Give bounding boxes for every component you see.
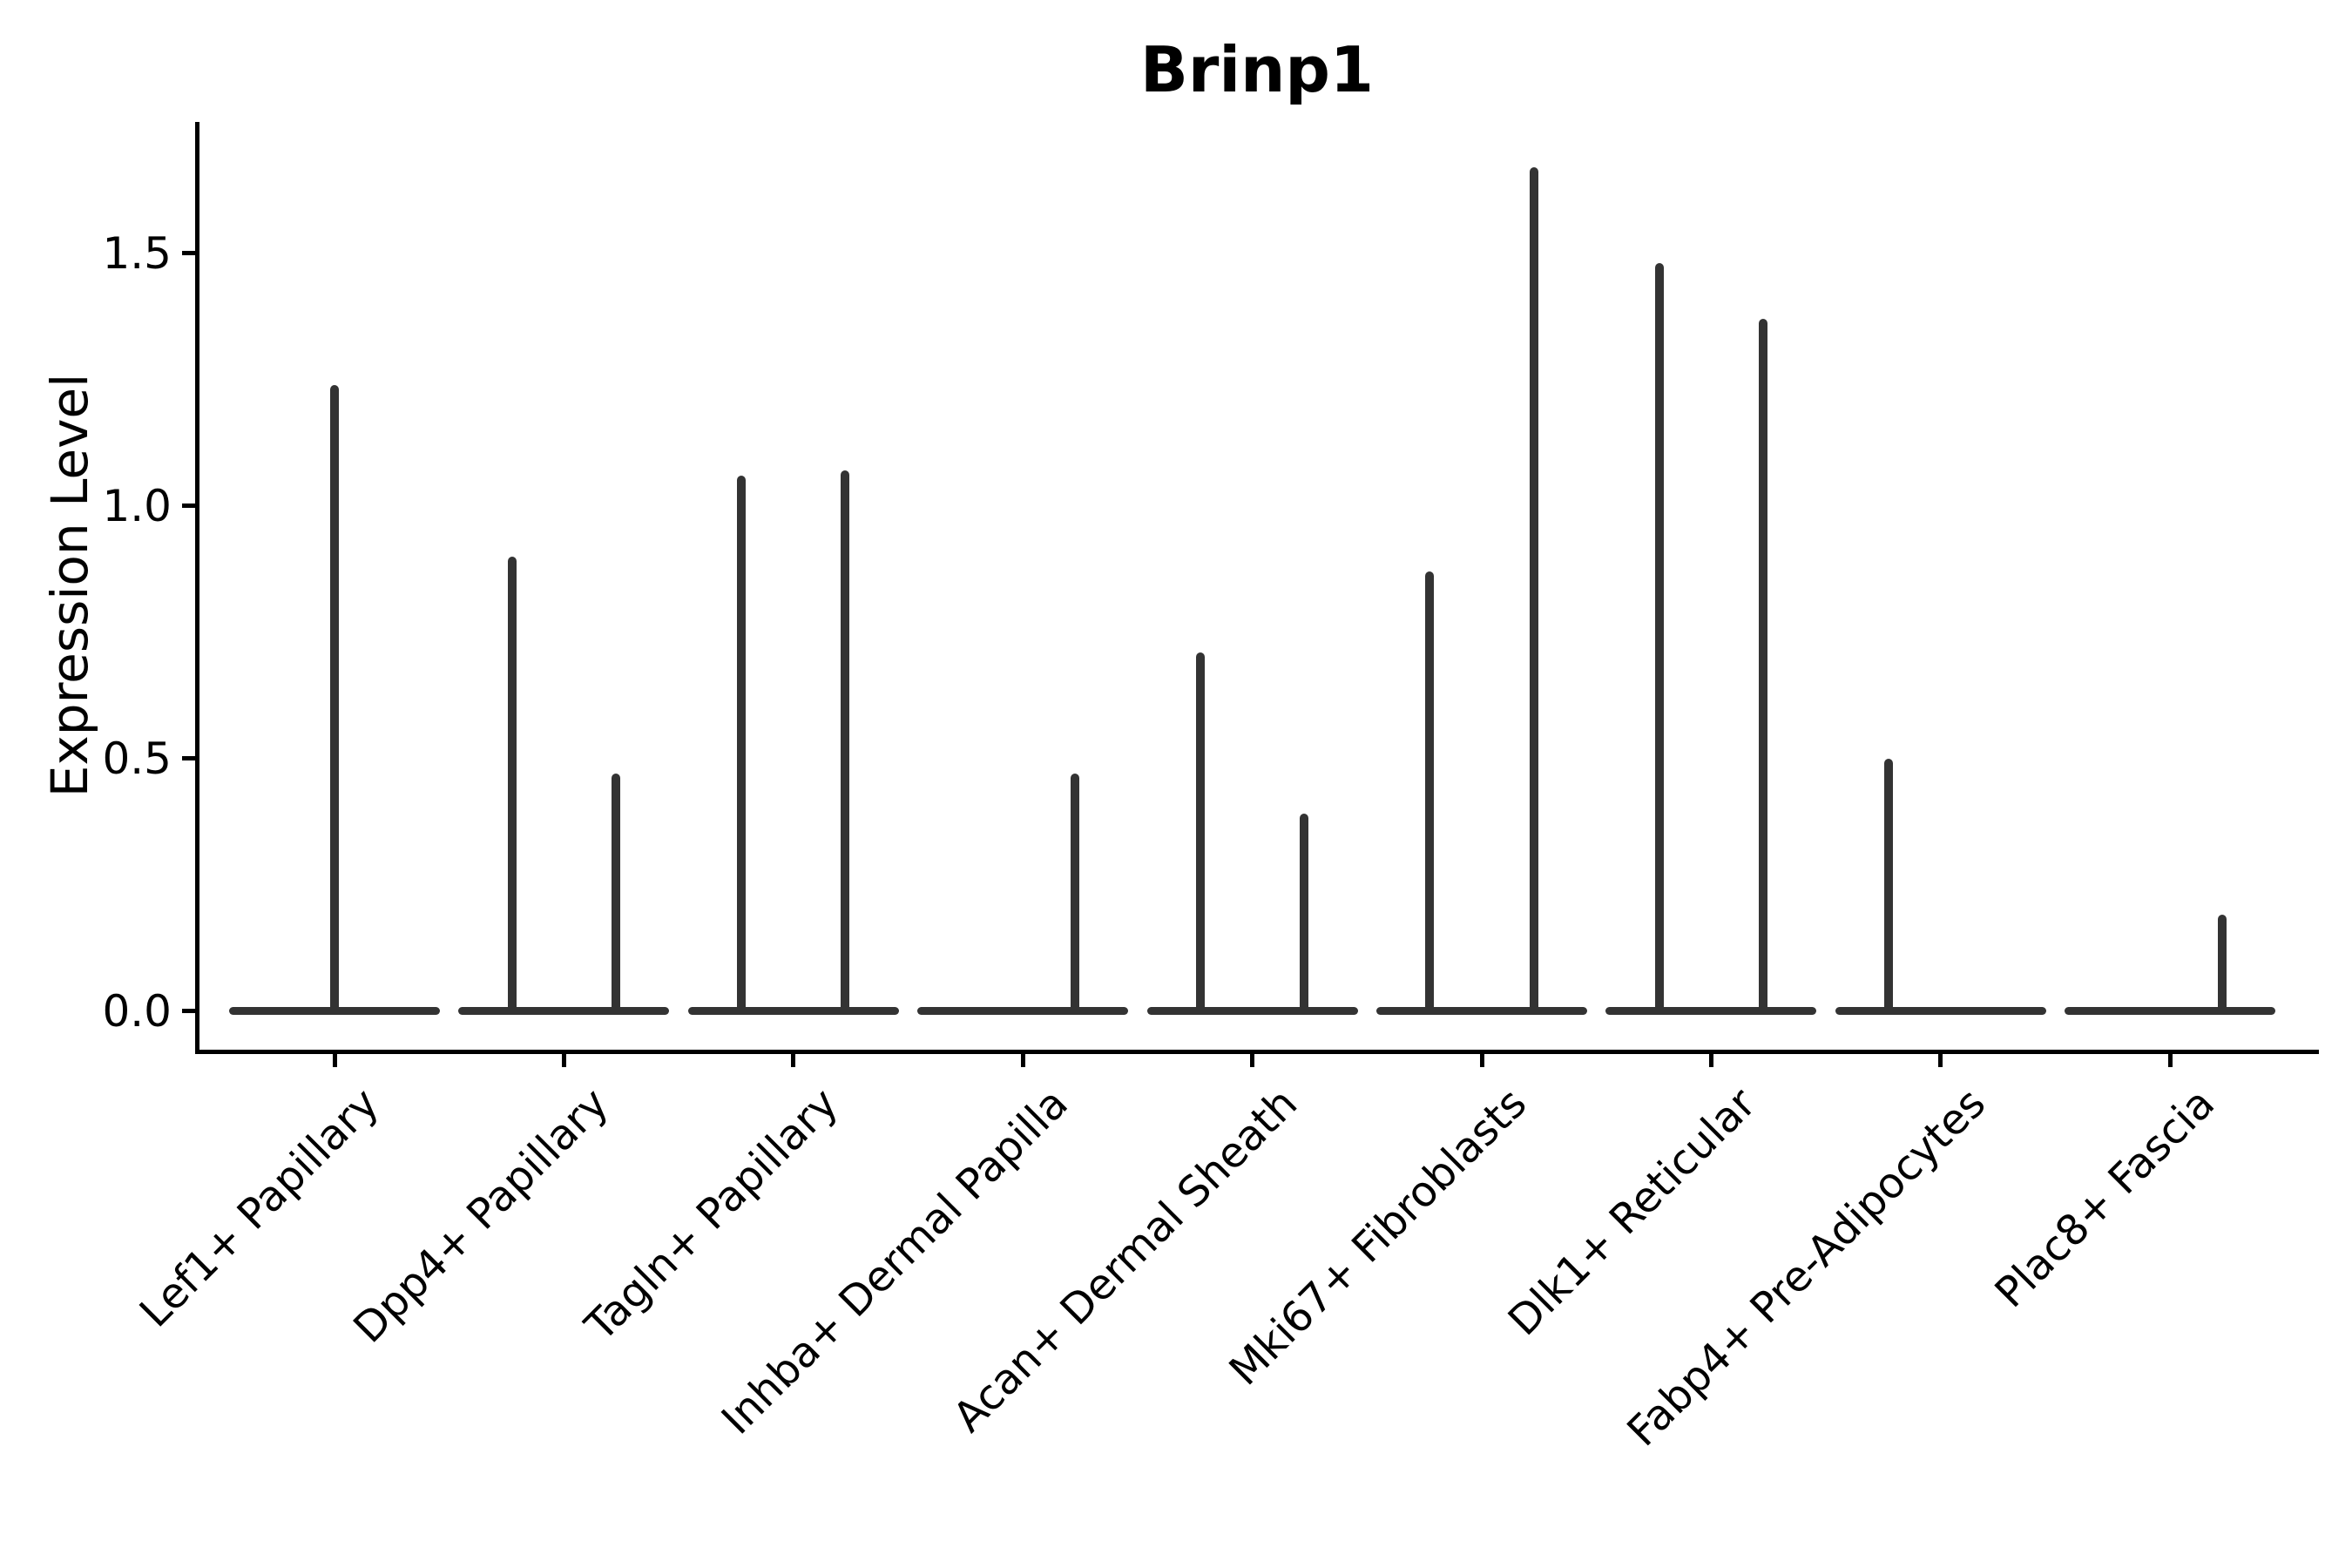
x-tick-label: Dlk1+ Reticular xyxy=(1498,1078,1766,1346)
violin-spike xyxy=(1425,571,1435,1016)
x-tick-mark xyxy=(791,1051,796,1067)
violin-spike xyxy=(1758,319,1767,1016)
violin-spike xyxy=(611,774,620,1016)
violin-baseline xyxy=(2065,1007,2276,1016)
violin-baseline xyxy=(687,1007,899,1016)
violin-spike xyxy=(1529,167,1538,1016)
x-tick-mark xyxy=(1938,1051,1943,1067)
x-tick-label: Tagln+ Papillary xyxy=(576,1078,848,1351)
x-tick-label: Lef1+ Papillary xyxy=(131,1078,389,1337)
x-tick-mark xyxy=(1020,1051,1025,1067)
y-tick-mark xyxy=(182,1009,198,1014)
x-tick-mark xyxy=(1708,1051,1713,1067)
violin-spike xyxy=(507,556,517,1016)
x-tick-mark xyxy=(2167,1051,2173,1067)
y-axis-spine xyxy=(195,122,199,1054)
y-tick-mark xyxy=(182,251,198,256)
y-tick-mark xyxy=(182,504,198,509)
y-tick-mark xyxy=(182,756,198,761)
violin-spike xyxy=(1300,814,1309,1016)
violin-spike xyxy=(841,470,850,1016)
violin-spike xyxy=(330,384,339,1016)
violin-baseline xyxy=(1605,1007,1817,1016)
y-tick-label: 0.0 xyxy=(102,985,172,1037)
x-tick-mark xyxy=(1250,1051,1255,1067)
violin-spike xyxy=(1070,774,1079,1016)
x-tick-mark xyxy=(561,1051,566,1067)
chart-title: Brinp1 xyxy=(1140,33,1374,106)
violin-baseline xyxy=(1376,1007,1587,1016)
violin-baseline xyxy=(1835,1007,2046,1016)
x-tick-mark xyxy=(1479,1051,1484,1067)
violin-spike xyxy=(1654,263,1664,1016)
y-tick-label: 1.0 xyxy=(102,480,172,531)
violin-spike xyxy=(1196,652,1206,1016)
y-tick-label: 1.5 xyxy=(102,227,172,279)
x-tick-label: Dpp4+ Papillary xyxy=(344,1078,618,1353)
violin-baseline xyxy=(458,1007,670,1016)
x-axis-spine xyxy=(195,1050,2319,1054)
x-tick-mark xyxy=(332,1051,337,1067)
x-tick-label: Plac8+ Fascia xyxy=(1985,1078,2225,1318)
violin-baseline xyxy=(1146,1007,1358,1016)
violin-spike xyxy=(2217,915,2227,1016)
violin-spike xyxy=(1884,758,1894,1016)
y-tick-label: 0.5 xyxy=(102,733,172,784)
violin-baseline xyxy=(917,1007,1129,1016)
violin-spike xyxy=(737,475,747,1016)
